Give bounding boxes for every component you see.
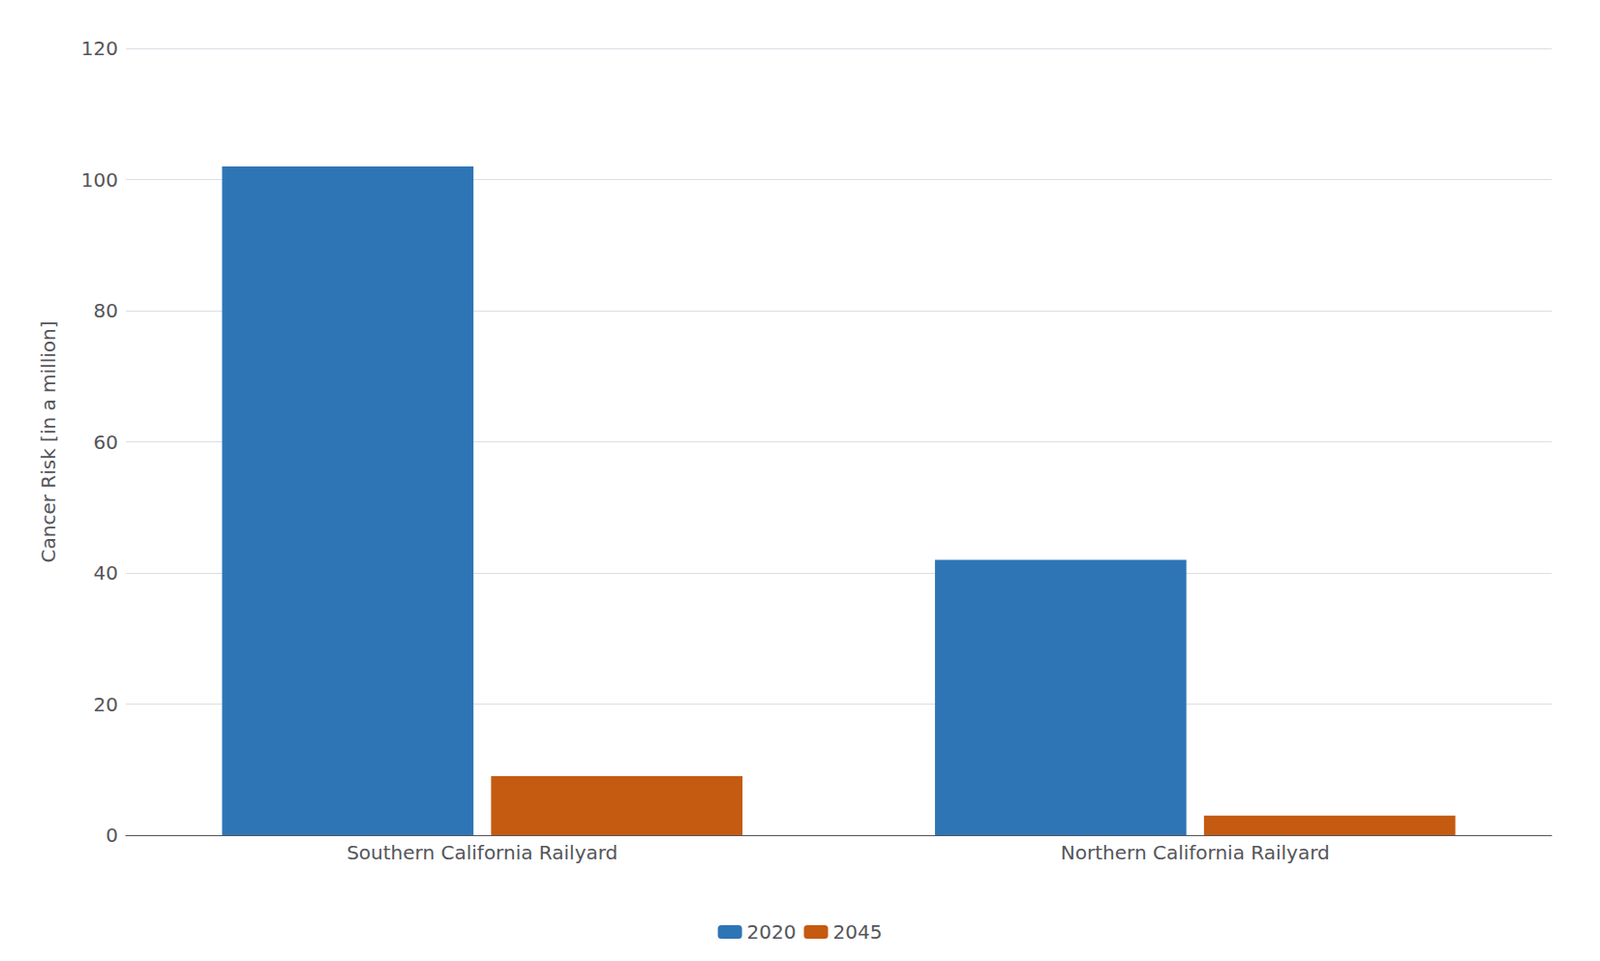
svg-text:120: 120 <box>81 36 119 61</box>
svg-text:20: 20 <box>93 693 119 717</box>
svg-text:2020: 2020 <box>747 920 797 944</box>
svg-text:0: 0 <box>105 823 119 847</box>
svg-text:Cancer Risk [in a million]: Cancer Risk [in a million] <box>36 320 61 563</box>
svg-text:40: 40 <box>93 561 119 585</box>
svg-text:Southern California Railyard: Southern California Railyard <box>346 841 618 865</box>
svg-text:60: 60 <box>93 430 119 454</box>
svg-text:100: 100 <box>81 168 119 192</box>
svg-text:Northern California Railyard: Northern California Railyard <box>1060 841 1330 865</box>
svg-text:2045: 2045 <box>833 920 883 944</box>
svg-text:80: 80 <box>93 299 119 323</box>
